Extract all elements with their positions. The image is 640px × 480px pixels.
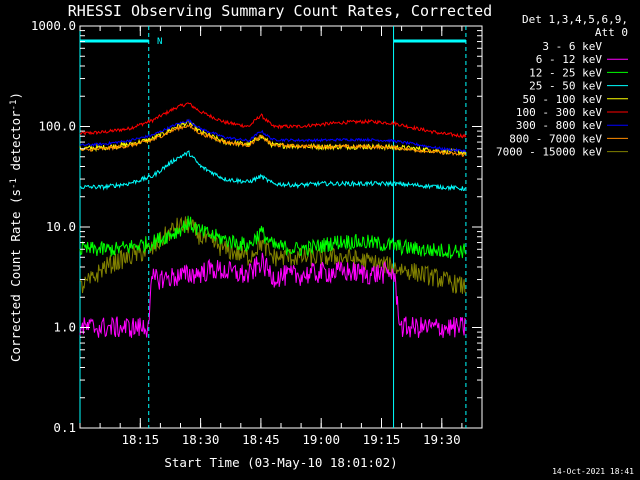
- series-line-100-300-keV: [79, 102, 467, 139]
- x-tick-label: 19:00: [302, 432, 340, 447]
- series-line-7000-15000-keV: [79, 216, 467, 294]
- x-tick-label: 19:15: [363, 432, 401, 447]
- vertical-markers: [79, 26, 467, 428]
- series-layer: [79, 102, 467, 338]
- legend-label: 7000 - 15000 keV: [496, 146, 602, 159]
- y-axis-label-sup2: -1: [9, 100, 19, 111]
- legend-header-detectors: Det 1,3,4,5,6,9,: [522, 13, 628, 26]
- series-line-6-12-keV: [79, 252, 467, 338]
- legend-label: 25 - 50 keV: [529, 80, 602, 93]
- y-axis-label-sup1: -1: [9, 178, 19, 189]
- y-axis-label-end: ): [8, 92, 23, 100]
- night-marker: N: [157, 37, 162, 47]
- y-tick-label: 100.0: [38, 119, 76, 134]
- y-tick-label: 1000.0: [31, 18, 76, 33]
- x-tick-label: 18:30: [182, 432, 220, 447]
- y-axis-label-main: Corrected Count Rate (s: [8, 189, 23, 362]
- x-tick-label: 18:45: [242, 432, 280, 447]
- y-axis-label: Corrected Count Rate (s-1 detector-1): [8, 92, 23, 362]
- y-tick-label: 0.1: [53, 420, 76, 435]
- footer-timestamp: 14-Oct-2021 18:41: [552, 467, 634, 476]
- legend-label: 50 - 100 keV: [523, 93, 603, 106]
- legend-label: 300 - 800 keV: [516, 119, 602, 132]
- legend-header-attenuator: Att 0: [595, 26, 628, 39]
- x-tick-label: 19:30: [423, 432, 461, 447]
- x-axis-label: Start Time (03-May-10 18:01:02): [164, 455, 397, 470]
- series-line-300-800-keV: [79, 118, 467, 154]
- legend-label: 12 - 25 keV: [529, 66, 602, 79]
- y-tick-label: 1.0: [53, 320, 76, 335]
- series-line-800-7000-keV: [79, 123, 467, 157]
- legend-label: 3 - 6 keV: [542, 40, 602, 53]
- legend-label: 100 - 300 keV: [516, 106, 602, 119]
- y-axis-ticks: 1000.0 100.0 10.0 1.0 0.1: [31, 18, 482, 435]
- series-line-25-50-keV: [79, 150, 467, 192]
- y-axis-label-mid: detector: [8, 110, 23, 178]
- x-tick-label: 18:15: [121, 432, 159, 447]
- legend-label: 800 - 7000 keV: [509, 132, 602, 145]
- chart-title: RHESSI Observing Summary Count Rates, Co…: [68, 2, 492, 20]
- y-tick-label: 10.0: [46, 219, 76, 234]
- series-line-12-25-keV: [79, 215, 467, 259]
- x-axis-ticks: 18:15 18:30 18:45 19:00 19:15 19:30: [79, 26, 463, 447]
- legend-label: 6 - 12 keV: [536, 53, 603, 66]
